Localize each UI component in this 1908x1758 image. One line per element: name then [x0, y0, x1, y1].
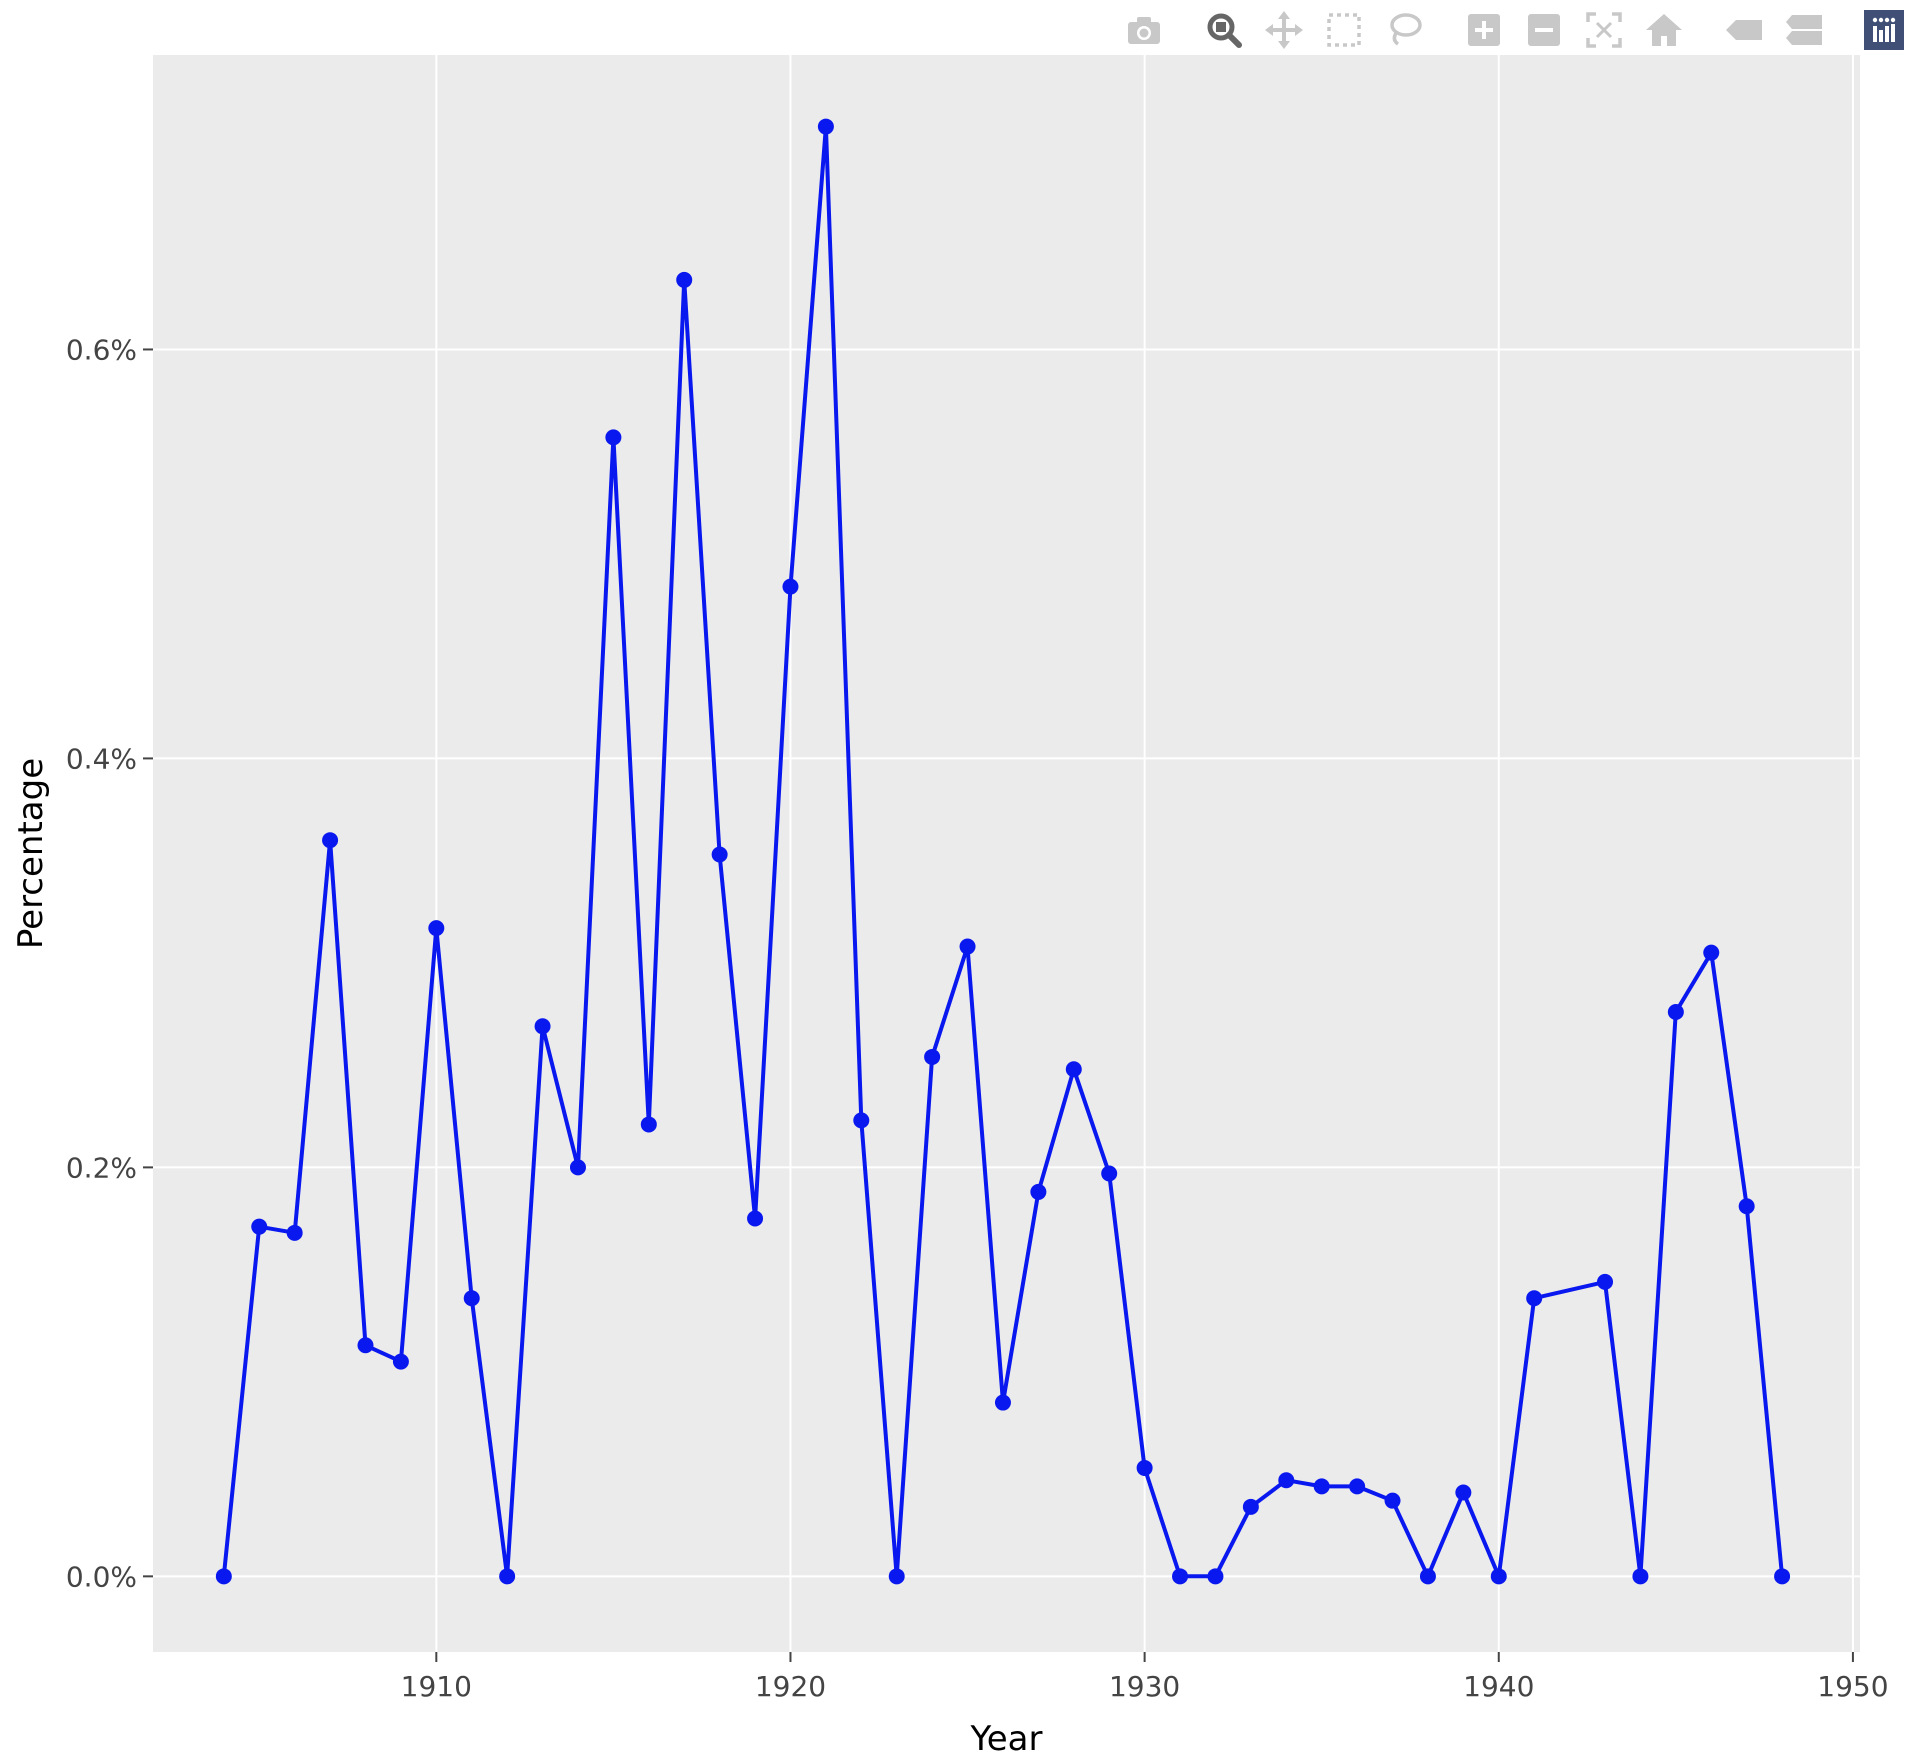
data-point[interactable]	[286, 1224, 303, 1241]
x-tick-label: 1910	[401, 1670, 472, 1703]
x-tick-label: 1940	[1463, 1670, 1534, 1703]
data-point[interactable]	[1349, 1478, 1366, 1495]
data-point[interactable]	[1738, 1198, 1755, 1215]
data-point[interactable]	[499, 1568, 516, 1585]
data-point[interactable]	[1455, 1484, 1472, 1501]
data-point[interactable]	[1242, 1498, 1259, 1515]
data-point[interactable]	[428, 920, 445, 937]
zoom-in-icon[interactable]	[1460, 6, 1508, 54]
data-point[interactable]	[1667, 1003, 1684, 1020]
y-axis-ticks: 0.0% 0.2% 0.4% 0.6%	[66, 333, 153, 1593]
series-markers	[215, 118, 1791, 1585]
data-point[interactable]	[1065, 1061, 1082, 1078]
data-point[interactable]	[1490, 1568, 1507, 1585]
data-point[interactable]	[1419, 1568, 1436, 1585]
y-tick-label: 0.0%	[66, 1560, 137, 1593]
camera-icon[interactable]	[1120, 6, 1168, 54]
data-point[interactable]	[1632, 1568, 1649, 1585]
data-point[interactable]	[817, 118, 834, 135]
data-point[interactable]	[676, 271, 693, 288]
data-point[interactable]	[215, 1568, 232, 1585]
data-point[interactable]	[357, 1337, 374, 1354]
data-point[interactable]	[1384, 1492, 1401, 1509]
data-point[interactable]	[1774, 1568, 1791, 1585]
data-point[interactable]	[924, 1048, 941, 1065]
data-point[interactable]	[1313, 1478, 1330, 1495]
autoscale-icon[interactable]	[1580, 6, 1628, 54]
y-tick-label: 0.6%	[66, 333, 137, 366]
data-point[interactable]	[711, 846, 728, 863]
gridlines	[153, 55, 1860, 1652]
series-line	[221, 124, 1785, 1579]
data-point[interactable]	[392, 1353, 409, 1370]
data-point[interactable]	[534, 1018, 551, 1035]
data-point[interactable]	[1030, 1183, 1047, 1200]
x-axis-title: Year	[970, 1719, 1043, 1758]
data-point[interactable]	[605, 429, 622, 446]
modebar	[1108, 4, 1908, 56]
data-point[interactable]	[1597, 1273, 1614, 1290]
plotly-logo-icon[interactable]	[1860, 6, 1908, 54]
zoom-out-icon[interactable]	[1520, 6, 1568, 54]
data-point[interactable]	[640, 1116, 657, 1133]
x-tick-label: 1950	[1817, 1670, 1888, 1703]
reset-axes-icon[interactable]	[1640, 6, 1688, 54]
data-point[interactable]	[322, 832, 339, 849]
y-tick-label: 0.4%	[66, 742, 137, 775]
x-tick-label: 1920	[755, 1670, 826, 1703]
pan-icon[interactable]	[1260, 6, 1308, 54]
data-point[interactable]	[1526, 1290, 1543, 1307]
data-point[interactable]	[1703, 944, 1720, 961]
lasso-select-icon[interactable]	[1380, 6, 1428, 54]
data-point[interactable]	[782, 578, 799, 595]
box-select-icon[interactable]	[1320, 6, 1368, 54]
data-point[interactable]	[251, 1218, 268, 1235]
data-point[interactable]	[569, 1159, 586, 1176]
y-tick-label: 0.2%	[66, 1151, 137, 1184]
zoom-icon[interactable]	[1200, 6, 1248, 54]
data-point[interactable]	[888, 1568, 905, 1585]
data-point[interactable]	[1278, 1472, 1295, 1489]
series-line-layer	[221, 124, 1785, 1579]
data-point[interactable]	[747, 1210, 764, 1227]
hover-closest-icon[interactable]	[1720, 6, 1768, 54]
data-point[interactable]	[959, 938, 976, 955]
data-point[interactable]	[1101, 1165, 1118, 1182]
plot-area[interactable]	[153, 55, 1860, 1652]
x-tick-label: 1930	[1109, 1670, 1180, 1703]
data-point[interactable]	[1207, 1568, 1224, 1585]
data-point[interactable]	[853, 1112, 870, 1129]
data-point[interactable]	[463, 1290, 480, 1307]
y-axis-title: Percentage	[11, 758, 51, 949]
hover-compare-icon[interactable]	[1780, 6, 1828, 54]
data-point[interactable]	[1136, 1459, 1153, 1476]
x-axis-ticks: 1910 1920 1930 1940 1950	[401, 1652, 1889, 1703]
data-point[interactable]	[1172, 1568, 1189, 1585]
data-point[interactable]	[994, 1394, 1011, 1411]
